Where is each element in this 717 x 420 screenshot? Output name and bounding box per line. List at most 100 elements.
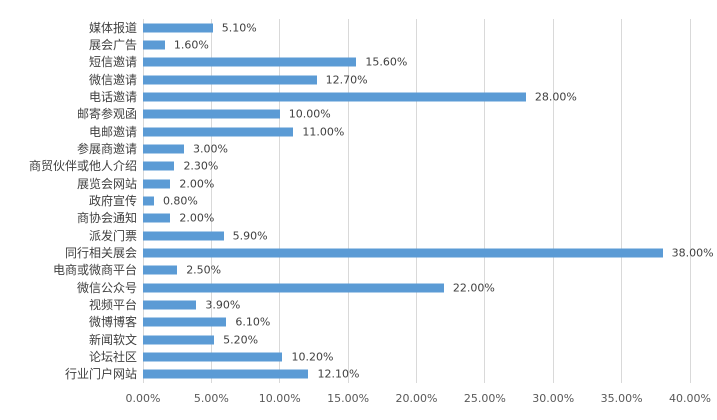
bar-row: 15.60% (143, 54, 690, 71)
gridline (484, 19, 486, 383)
category-label: 电商或微商平台 (52, 263, 137, 278)
category-label: 新闻软文 (88, 332, 137, 347)
value-label: 22.00% (452, 281, 495, 295)
bar-row: 1.60% (143, 36, 690, 53)
value-label: 6.10% (235, 315, 271, 329)
bar (143, 40, 165, 50)
category-label: 邮寄参观函 (76, 107, 137, 122)
category-label: 论坛社区 (88, 349, 137, 364)
bar-row: 2.00% (143, 210, 690, 227)
value-label: 3.90% (205, 298, 241, 312)
gridline (689, 19, 691, 383)
bar-row: 2.50% (143, 262, 690, 279)
bar (143, 127, 294, 137)
category-label: 微信邀请 (88, 72, 137, 87)
bar (143, 248, 663, 258)
value-label: 15.60% (365, 55, 408, 69)
category-label: 微信公众号 (76, 280, 137, 295)
value-label: 3.00% (193, 142, 228, 156)
x-tick-label: 25.00% (463, 392, 506, 405)
category-label: 展会广告 (88, 37, 137, 52)
bar-row: 6.10% (143, 314, 690, 331)
x-tick-label: 15.00% (327, 392, 370, 405)
bar (143, 57, 357, 67)
bar-row: 10.20% (143, 348, 690, 365)
bar (143, 144, 185, 154)
bar (143, 213, 171, 223)
bar (143, 161, 175, 171)
category-label: 行业门户网站 (64, 367, 137, 382)
gridline (279, 19, 281, 383)
value-label: 2.00% (179, 211, 215, 225)
bar-row: 12.70% (143, 71, 690, 88)
value-label: 1.60% (173, 38, 209, 52)
bar (143, 196, 154, 206)
bar-row: 3.90% (143, 296, 690, 313)
bar-row: 0.80% (143, 192, 690, 209)
value-label: 12.10% (317, 367, 360, 381)
value-label: 12.70% (325, 73, 368, 87)
x-tick-label: 20.00% (395, 392, 438, 405)
x-tick-label: 10.00% (258, 392, 301, 405)
value-label: 5.90% (232, 229, 268, 243)
bar-row: 11.00% (143, 123, 690, 140)
value-label: 10.20% (291, 350, 334, 364)
category-label: 展览会网站 (76, 176, 137, 191)
bar-row: 5.20% (143, 331, 690, 348)
category-axis: 媒体报道 展会广告 短信邀请 微信邀请 电话邀请 邮寄参观函 电邮邀请 参展商邀请 商贸伙伴或他… (0, 19, 137, 383)
value-label: 10.00% (288, 107, 331, 121)
category-label: 参展商邀请 (76, 141, 137, 156)
category-label: 政府宣传 (88, 193, 137, 208)
bar-row: 28.00% (143, 88, 690, 105)
bar (143, 317, 227, 327)
category-label: 派发门票 (88, 228, 137, 243)
gridline (347, 19, 349, 383)
value-label: 5.10% (221, 21, 257, 35)
value-label: 0.80% (162, 194, 198, 208)
bar-row: 5.90% (143, 227, 690, 244)
category-label: 商协会通知 (76, 211, 137, 226)
x-tick-label: 30.00% (532, 392, 575, 405)
plot-area: 5.10% 1.60% 15.60% 12.70% 28.00% 10.00% 11.00%… (142, 19, 714, 383)
category-label: 微博博客 (88, 315, 137, 330)
category-label: 商贸伙伴或他人介绍 (28, 159, 137, 174)
value-label: 2.30% (183, 159, 219, 173)
x-tick-label: 40.00% (669, 392, 711, 405)
bar (143, 352, 283, 362)
gridline (552, 19, 554, 383)
bar (143, 109, 280, 119)
value-label: 11.00% (302, 125, 345, 139)
bar-row: 5.10% (143, 19, 690, 36)
bar (143, 92, 526, 102)
bar (143, 179, 171, 189)
category-label: 电邮邀请 (88, 124, 137, 139)
value-label: 5.20% (223, 333, 259, 347)
bar-rows-layer: 5.10% 1.60% 15.60% 12.70% 28.00% 10.00% 11.00%… (143, 19, 714, 383)
category-label: 媒体报道 (88, 20, 137, 35)
value-label: 2.00% (179, 177, 215, 191)
value-label: 2.50% (186, 263, 222, 277)
x-tick-label: 5.00% (193, 392, 229, 405)
bar (143, 265, 178, 275)
bar-row: 12.10% (143, 366, 690, 383)
bar (143, 283, 444, 293)
bar (143, 335, 215, 345)
bar (143, 23, 213, 33)
value-label: 28.00% (534, 90, 577, 104)
category-label: 电话邀请 (88, 89, 137, 104)
gridline (210, 19, 212, 383)
bar (143, 300, 197, 310)
bar-row: 38.00% (143, 244, 714, 261)
x-tick-label: 0.00% (125, 392, 161, 405)
bar (143, 231, 224, 241)
value-label: 38.00% (671, 246, 714, 260)
bar-row: 22.00% (143, 279, 690, 296)
gridline (416, 19, 417, 383)
x-tick-label: 35.00% (600, 392, 643, 405)
bar (143, 75, 317, 85)
bar-row: 10.00% (143, 106, 690, 123)
category-label: 视频平台 (88, 297, 137, 312)
gridline (621, 19, 623, 383)
bar-row: 2.00% (143, 175, 690, 192)
